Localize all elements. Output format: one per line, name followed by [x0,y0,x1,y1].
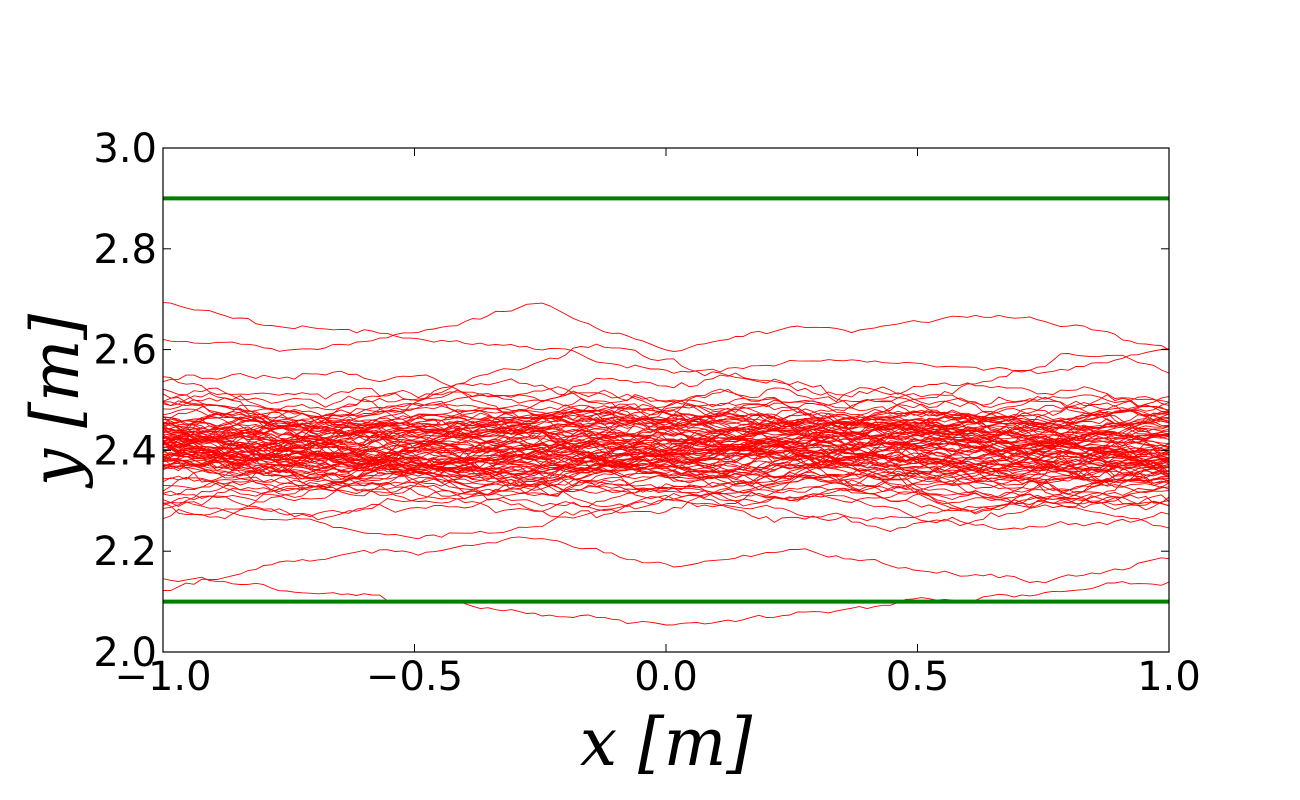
y-tick-label: 3.0 [93,126,157,172]
trajectory-line [163,426,1169,506]
trajectory-line [163,407,1169,484]
trajectory-line [163,469,1169,532]
y-tick-label: 2.2 [93,529,157,575]
trajectory-line [163,388,1169,458]
trajectory-line [163,425,1169,513]
boundary-lines [163,196,1169,604]
trajectory-line [163,434,1169,478]
trajectory-line [163,400,1169,511]
trajectory-line [163,416,1169,483]
trajectory-line [163,302,1169,352]
x-axis-label: x [m] [580,704,753,781]
x-tick-label: 0.0 [634,654,698,700]
trajectory-line [163,382,1169,454]
trajectory-line [163,387,1169,439]
trajectory-line [163,422,1169,480]
y-tick-label: 2.0 [93,630,157,676]
trajectory-line [163,430,1169,502]
trajectory-line [163,389,1169,506]
y-tick-label: 2.8 [93,227,157,273]
trajectory-line [163,451,1169,519]
trajectory-line [163,400,1169,463]
trajectory-lines [163,302,1169,626]
trajectory-line [163,576,1169,626]
trajectory-line [163,370,1169,459]
trajectory-line [163,410,1169,461]
y-tick-label: 2.4 [93,428,157,474]
trajectory-line [163,372,1169,449]
trajectory-line [163,343,1169,438]
trajectory-line [163,441,1169,508]
trajectory-line [163,416,1169,476]
trajectory-line [163,391,1169,468]
trajectory-line [163,438,1169,507]
plot-area [163,148,1169,652]
x-tick-label: 0.5 [886,654,950,700]
x-tick-label: −0.5 [366,654,463,700]
trajectory-line [163,411,1169,487]
trajectory-line [163,302,1169,375]
trajectory-line [163,441,1169,499]
y-tick-label: 2.6 [93,328,157,374]
trajectory-line [163,402,1169,502]
trajectory-line [163,400,1169,488]
trajectory-line [163,396,1169,480]
trajectory-line [163,418,1169,484]
x-tick-label: 1.0 [1137,654,1201,700]
axis-ticks: −1.0 −0.5 0.0 0.5 1.0 2.0 2.2 2.4 2.6 2.8 3.0 [93,126,1200,700]
trajectory-line [163,420,1169,494]
trajectory-line [163,440,1169,506]
trajectory-line [163,411,1169,477]
trajectory-line [163,409,1169,469]
x-tick-label: −1.0 [114,654,211,700]
trajectory-line [163,536,1169,592]
trajectory-line [163,416,1169,468]
trajectory-line [163,402,1169,497]
y-axis-label: y [m] [17,314,94,490]
trajectory-line [163,459,1169,531]
